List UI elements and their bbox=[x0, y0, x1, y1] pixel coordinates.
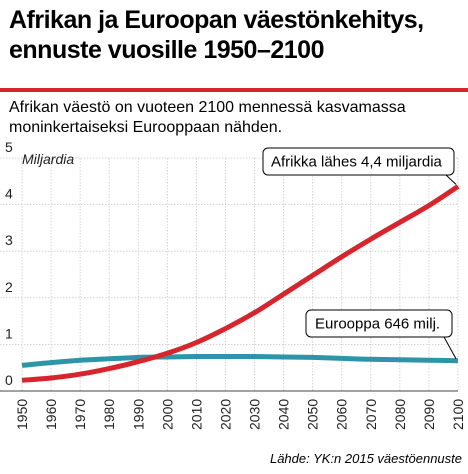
x-tick-label: 2000 bbox=[159, 399, 175, 430]
chart-subtitle: Afrikan väestö on vuoteen 2100 mennessä … bbox=[9, 98, 459, 138]
y-tick-label: 1 bbox=[5, 325, 13, 341]
y-tick-labels: 0 1 2 3 4 5 bbox=[5, 139, 13, 388]
callout-leader bbox=[443, 336, 457, 359]
x-tick-labels: 1950 1960 1970 1980 1990 2000 2010 2020 2030 2040… bbox=[14, 399, 466, 430]
callout-leader bbox=[445, 174, 457, 185]
x-tick-label: 2030 bbox=[247, 399, 263, 430]
x-tick-label: 1960 bbox=[43, 399, 59, 430]
series-line-europe bbox=[21, 353, 459, 368]
y-tick-label: 5 bbox=[5, 139, 13, 155]
subtitle-line-1: Afrikan väestö on vuoteen 2100 mennessä … bbox=[9, 99, 406, 116]
x-tick-label: 2050 bbox=[305, 399, 321, 430]
callout-box bbox=[305, 309, 453, 338]
x-tick-label: 2010 bbox=[188, 399, 204, 430]
x-tick-label: 2100 bbox=[450, 399, 466, 430]
x-tick-label: 2020 bbox=[217, 399, 233, 430]
subtitle-line-2: moninkertaiseksi Eurooppaan nähden. bbox=[9, 119, 283, 136]
x-tick-label: 1990 bbox=[130, 399, 146, 430]
x-tick-label: 2090 bbox=[421, 399, 437, 430]
x-tick-label: 2060 bbox=[334, 399, 350, 430]
callout-label: Afrikka lähes 4,4 miljardia bbox=[271, 154, 443, 171]
callouts: Afrikka lähes 4,4 miljardia Eurooppa 646 … bbox=[262, 147, 457, 359]
y-tick-label: 3 bbox=[5, 232, 13, 248]
y-tick-label: 2 bbox=[5, 279, 13, 295]
callout-box bbox=[262, 147, 455, 176]
y-tick-label: 4 bbox=[5, 186, 13, 202]
source-note: Lähde: YK:n 2015 väestöennuste bbox=[270, 451, 462, 466]
grid bbox=[0, 157, 459, 392]
x-tick-label: 1980 bbox=[101, 399, 117, 430]
chart-title: Afrikan ja Euroopan väestönkehitys, ennu… bbox=[9, 5, 464, 65]
x-tick-label: 2070 bbox=[363, 399, 379, 430]
x-tick-label: 1970 bbox=[72, 399, 88, 430]
series-line-africa bbox=[21, 184, 460, 383]
callout-label: Eurooppa 646 milj. bbox=[315, 316, 440, 333]
series-lines bbox=[21, 184, 460, 383]
y-axis-label: Miljardia bbox=[22, 151, 74, 167]
x-tick-label: 1950 bbox=[14, 399, 30, 430]
title-line-2: ennuste vuosille 1950–2100 bbox=[9, 36, 324, 64]
x-tick-label: 2040 bbox=[276, 399, 292, 430]
title-line-1: Afrikan ja Euroopan väestönkehitys, bbox=[9, 6, 424, 34]
accent-rule bbox=[0, 88, 468, 92]
x-tick-label: 2080 bbox=[392, 399, 408, 430]
y-tick-label: 0 bbox=[5, 372, 13, 388]
